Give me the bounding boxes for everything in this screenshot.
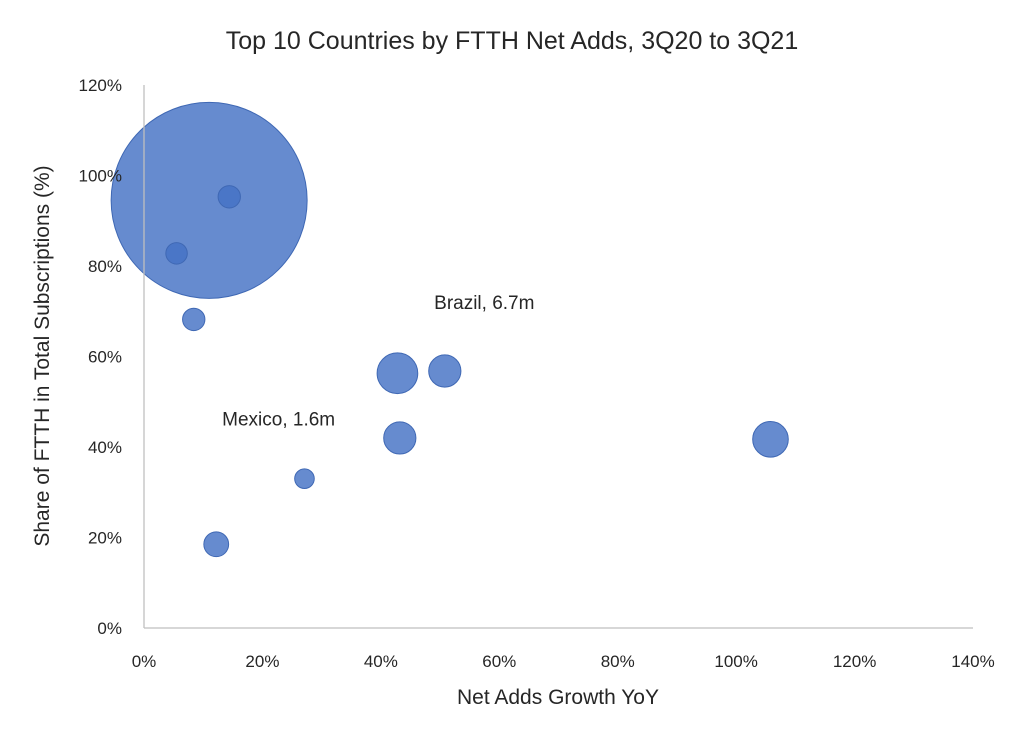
- x-axis-title: Net Adds Growth YoY: [457, 686, 659, 709]
- chart-title: Top 10 Countries by FTTH Net Adds, 3Q20 …: [226, 27, 799, 55]
- x-tick-labels: 0% 20% 40% 60% 80% 100% 120% 140%: [132, 652, 995, 671]
- y-tick-label: 40%: [88, 438, 122, 457]
- x-tick-label: 140%: [951, 652, 994, 671]
- annotation-label-2: Mexico, 1.6m: [222, 409, 335, 430]
- bubble-point-2: [217, 185, 241, 209]
- x-tick-label: 100%: [714, 652, 757, 671]
- bubble-point-1: [110, 101, 308, 299]
- bubble-layer: [110, 101, 789, 558]
- bubble-point-5: [376, 352, 419, 395]
- bubble-point-4: [182, 307, 206, 332]
- x-tick-label: 120%: [833, 652, 876, 671]
- annotation-layer: Brazil, 6.7m Mexico, 1.6m: [222, 293, 534, 430]
- y-tick-label: 100%: [79, 167, 122, 186]
- y-tick-label: 0%: [97, 619, 122, 638]
- bubble-point-3: [165, 242, 188, 265]
- x-tick-label: 20%: [245, 652, 279, 671]
- annotation-label-1: Brazil, 6.7m: [434, 293, 534, 314]
- bubble-point-8: [752, 421, 789, 458]
- y-tick-label: 60%: [88, 348, 122, 367]
- bubble-point-10: [203, 531, 230, 558]
- x-tick-label: 0%: [132, 652, 157, 671]
- y-tick-label: 20%: [88, 529, 122, 548]
- x-tick-label: 40%: [364, 652, 398, 671]
- y-tick-label: 120%: [79, 76, 122, 95]
- bubble-point-9: [294, 468, 315, 489]
- y-tick-labels: 0% 20% 40% 60% 80% 100% 120%: [79, 76, 122, 638]
- y-axis-title: Share of FTTH in Total Subscriptions (%): [31, 165, 54, 546]
- bubble-point-6: [428, 354, 462, 388]
- y-tick-label: 80%: [88, 257, 122, 276]
- x-tick-label: 80%: [601, 652, 635, 671]
- bubble-point-7: [383, 421, 417, 455]
- x-tick-label: 60%: [482, 652, 516, 671]
- plot-area: 0% 20% 40% 60% 80% 100% 120% 140% 0% 20% 40% 60% 80…: [79, 76, 995, 671]
